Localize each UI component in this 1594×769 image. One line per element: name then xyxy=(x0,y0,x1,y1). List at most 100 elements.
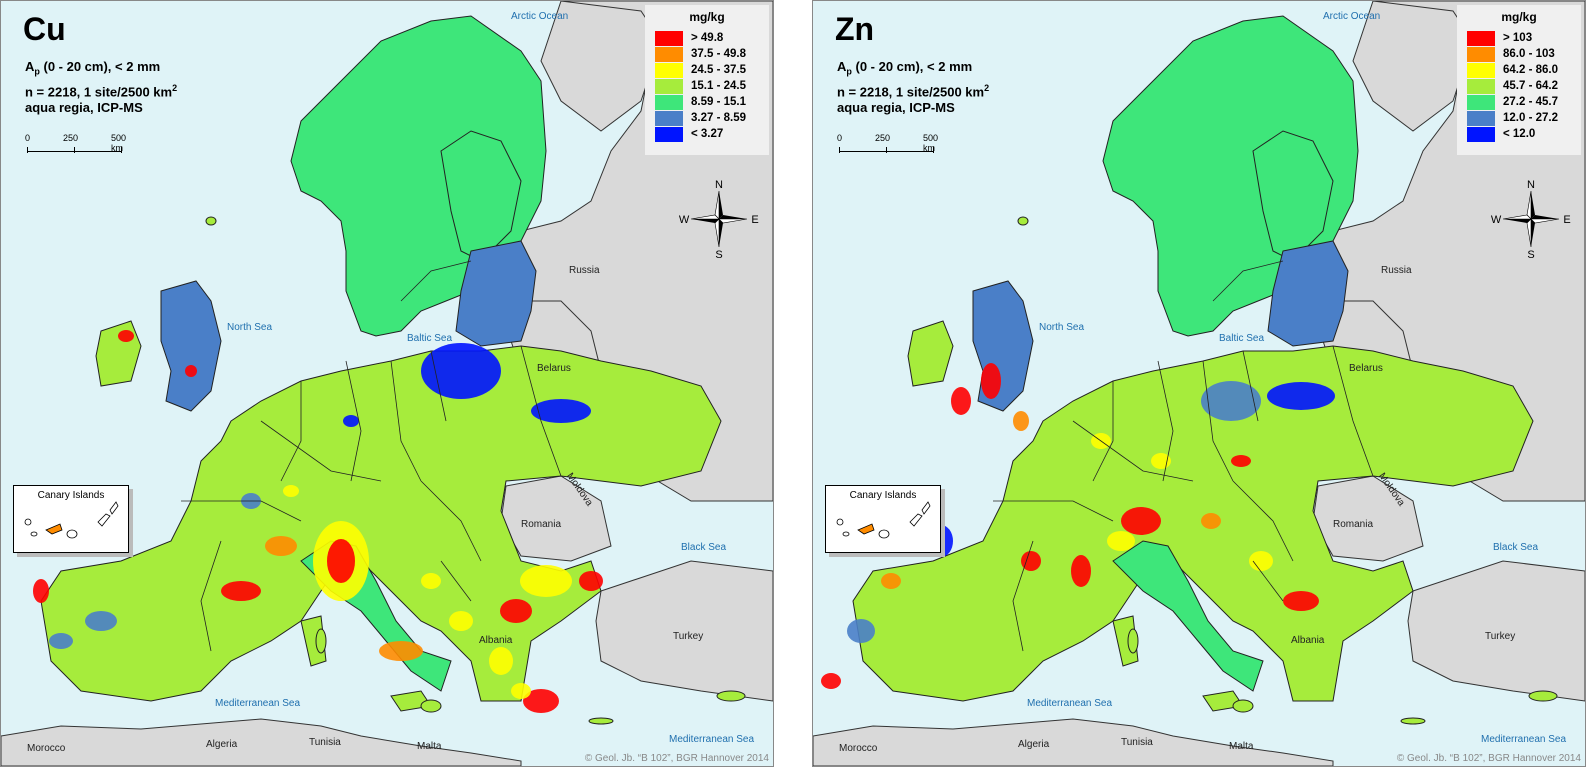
concentration-patch xyxy=(1201,381,1261,421)
concentration-blobs xyxy=(33,330,603,713)
label-albania: Albania xyxy=(479,635,513,646)
concentration-patch xyxy=(1121,507,1161,535)
legend-swatch xyxy=(1467,63,1495,78)
analysis-method-line: aqua regia, ICP-MS xyxy=(25,99,143,115)
legend-label: 27.2 - 45.7 xyxy=(1503,96,1558,108)
scale-bar: 0 250 500 km xyxy=(837,133,947,159)
concentration-patch xyxy=(1231,455,1251,467)
concentration-patch xyxy=(1249,551,1273,571)
concentration-patch xyxy=(531,399,591,423)
legend-swatch xyxy=(655,31,683,46)
copyright-notice: © Geol. Jb. “B 102”, BGR Hannover 2014 xyxy=(584,753,769,764)
legend-label: 45.7 - 64.2 xyxy=(1503,80,1558,92)
legend-swatch xyxy=(1467,79,1495,94)
legend-class: 15.1 - 24.5 xyxy=(655,79,767,94)
compass-s: S xyxy=(715,249,722,259)
legend-swatch xyxy=(1467,127,1495,142)
legend-swatch xyxy=(1467,111,1495,126)
legend-unit: mg/kg xyxy=(1501,10,1537,24)
label-arctic-ocean: Arctic Ocean xyxy=(1323,11,1381,22)
legend: mg/kg > 49.8 37.5 - 49.8 24.5 - 37.5 15.1 -… xyxy=(645,5,769,155)
concentration-patch xyxy=(118,330,134,342)
label-algeria: Algeria xyxy=(1018,739,1050,750)
sampling-density-line: n = 2218, 1 site/2500 km2 xyxy=(837,82,990,99)
scale-tick-500: 500 km xyxy=(111,133,127,153)
compass-rose-icon: N S E W xyxy=(1491,179,1571,259)
concentration-patch xyxy=(520,565,572,597)
label-black-sea: Black Sea xyxy=(1493,542,1539,553)
concentration-patch xyxy=(449,611,473,631)
legend-label: < 12.0 xyxy=(1503,128,1536,140)
canary-islands-inset: Canary Islands xyxy=(13,485,129,553)
canary-islands-inset: Canary Islands xyxy=(825,485,941,553)
concentration-patch xyxy=(265,536,297,556)
element-title: Zn xyxy=(835,11,875,47)
europe-map xyxy=(1,1,773,766)
label-arctic-ocean: Arctic Ocean xyxy=(511,11,569,22)
scale-tick-250: 250 xyxy=(875,133,891,143)
legend-label: 64.2 - 86.0 xyxy=(1503,64,1558,76)
scandinavia-north-land xyxy=(1352,1,1474,132)
legend-class: < 12.0 xyxy=(1467,127,1579,142)
scale-tick-0: 0 xyxy=(25,133,31,143)
north-africa-land xyxy=(1,718,522,766)
legend-label: > 103 xyxy=(1503,32,1533,44)
label-black-sea: Black Sea xyxy=(681,542,727,553)
legend-label: 3.27 - 8.59 xyxy=(691,112,746,124)
label-romania: Romania xyxy=(1333,519,1374,530)
legend-swatch xyxy=(655,63,683,78)
legend-label: < 3.27 xyxy=(691,128,724,140)
legend: mg/kg > 103 86.0 - 103 64.2 - 86.0 45.7 - 6… xyxy=(1457,5,1581,155)
label-baltic-sea: Baltic Sea xyxy=(407,333,453,344)
map-metadata: Ap (0 - 20 cm), < 2 mm n = 2218, 1 site/… xyxy=(837,59,989,116)
north-africa-land xyxy=(813,718,1334,766)
label-mediterranean-sea-east: Mediterranean Sea xyxy=(669,734,755,745)
borders xyxy=(181,260,562,652)
legend-label: 37.5 - 49.8 xyxy=(691,48,746,60)
legend-class: 27.2 - 45.7 xyxy=(1467,95,1579,110)
label-mediterranean-sea: Mediterranean Sea xyxy=(1027,698,1113,709)
inset-title: Canary Islands xyxy=(37,490,105,501)
data-land xyxy=(852,15,1534,712)
concentration-patch xyxy=(523,689,559,713)
legend-label: > 49.8 xyxy=(691,32,724,44)
concentration-patch xyxy=(1107,531,1135,551)
scale-mark xyxy=(839,147,840,153)
legend-swatch xyxy=(1467,47,1495,62)
concentration-patch xyxy=(421,573,441,589)
legend-label: 12.0 - 27.2 xyxy=(1503,112,1558,124)
concentration-patch xyxy=(1071,555,1091,587)
concentration-patch xyxy=(511,683,531,699)
legend-class: 24.5 - 37.5 xyxy=(655,63,767,78)
concentration-patch xyxy=(951,387,971,415)
turkey-land xyxy=(595,560,773,702)
legend-unit: mg/kg xyxy=(689,10,725,24)
compass-e: E xyxy=(1563,214,1570,226)
concentration-patch xyxy=(881,573,901,589)
label-tunisia: Tunisia xyxy=(309,737,341,748)
map-panel-zn: Zn Ap (0 - 20 cm), < 2 mm n = 2218, 1 si… xyxy=(812,0,1586,767)
concentration-patch xyxy=(500,599,532,623)
compass-n: N xyxy=(1527,179,1535,191)
scale-bar: 0 250 500 km xyxy=(25,133,135,159)
concentration-patch xyxy=(343,415,359,427)
scale-mark xyxy=(27,147,28,153)
concentration-patch xyxy=(221,581,261,601)
inset-title: Canary Islands xyxy=(849,490,917,501)
concentration-patch xyxy=(1283,591,1319,611)
concentration-patch xyxy=(981,363,1001,399)
compass-n: N xyxy=(715,179,723,191)
legend-class: 86.0 - 103 xyxy=(1467,47,1579,62)
legend-swatch xyxy=(655,127,683,142)
label-russia: Russia xyxy=(1381,265,1412,276)
legend-swatch xyxy=(1467,95,1495,110)
legend-label: 24.5 - 37.5 xyxy=(691,64,746,76)
legend-class: < 3.27 xyxy=(655,127,767,142)
label-malta: Malta xyxy=(417,741,442,752)
legend-class: 3.27 - 8.59 xyxy=(655,111,767,126)
scale-tick-500: 500 km xyxy=(923,133,939,153)
label-turkey: Turkey xyxy=(1485,631,1516,642)
scale-tick-0: 0 xyxy=(837,133,843,143)
label-romania: Romania xyxy=(521,519,562,530)
label-belarus: Belarus xyxy=(537,363,571,374)
